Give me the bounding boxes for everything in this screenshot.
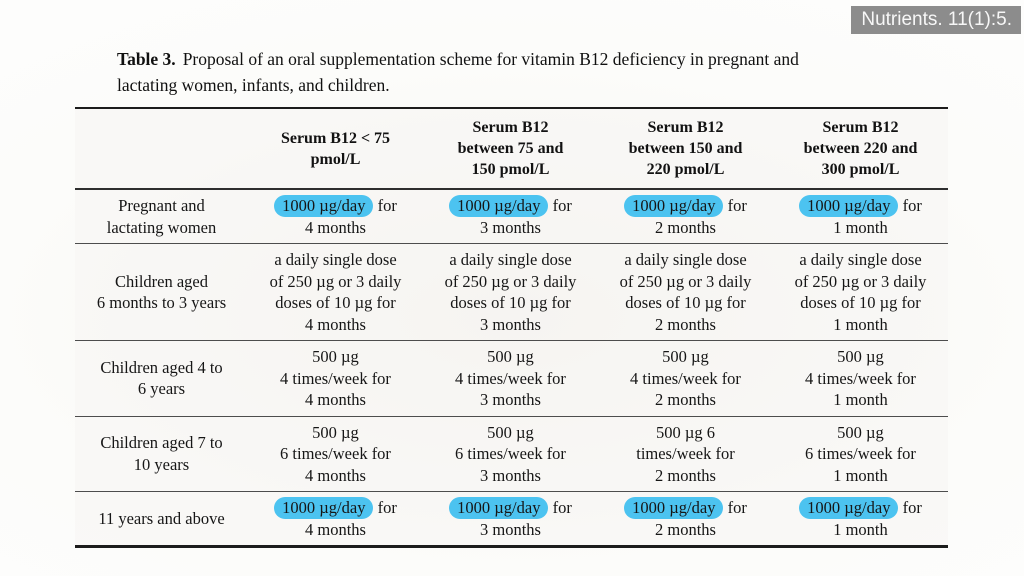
dose-cell: 500 µg 6 times/week for 4 months xyxy=(248,416,423,492)
dose-highlight: 1000 µg/day xyxy=(274,497,374,519)
dose-cell: 1000 µg/day for 2 months xyxy=(598,492,773,547)
table-caption: Table 3. Proposal of an oral supplementat… xyxy=(117,46,917,98)
journal-citation-badge: Nutrients. 11(1):5. xyxy=(851,6,1021,34)
dose-cell: 1000 µg/day for 2 months xyxy=(598,189,773,244)
table-row: Pregnant and lactating women 1000 µg/day … xyxy=(75,189,948,244)
table-row: Children aged 7 to 10 years 500 µg 6 time… xyxy=(75,416,948,492)
table-row: Children aged 4 to 6 years 500 µg 4 times… xyxy=(75,340,948,417)
row-label-cell: Children aged 4 to 6 years xyxy=(75,340,248,417)
dose-highlight: 1000 µg/day xyxy=(799,497,899,519)
dose-cell: 1000 µg/day for 3 months xyxy=(423,189,598,244)
row-label-cell: Pregnant and lactating women xyxy=(75,189,248,244)
table-row: 11 years and above 1000 µg/day for 4 mont… xyxy=(75,492,948,547)
table-header-row: Serum B12 < 75 pmol/L Serum B12 between … xyxy=(75,108,948,190)
dose-cell: a daily single dose of 250 µg or 3 daily… xyxy=(248,243,423,341)
header-cell-serum-lt-75: Serum B12 < 75 pmol/L xyxy=(248,108,423,190)
supplementation-table: Serum B12 < 75 pmol/L Serum B12 between … xyxy=(75,107,948,548)
table-caption-text: Proposal of an oral supplementation sche… xyxy=(117,49,799,95)
row-label-cell: Children aged 7 to 10 years xyxy=(75,416,248,492)
dose-cell: 500 µg 4 times/week for 2 months xyxy=(598,340,773,417)
header-cell-serum-150-220: Serum B12 between 150 and 220 pmol/L xyxy=(598,108,773,190)
row-label-cell: 11 years and above xyxy=(98,508,225,528)
dose-cell: 1000 µg/day for 4 months xyxy=(248,189,423,244)
dose-cell: 500 µg 4 times/week for 1 month xyxy=(773,340,948,417)
dose-cell: 500 µg 4 times/week for 3 months xyxy=(423,340,598,417)
dose-cell: 500 µg 6 times/week for 2 months xyxy=(598,416,773,492)
dose-cell: 500 µg 6 times/week for 3 months xyxy=(423,416,598,492)
header-cell-blank xyxy=(75,108,248,190)
dose-cell: 500 µg 4 times/week for 4 months xyxy=(248,340,423,417)
dose-cell: 1000 µg/day for 3 months xyxy=(423,492,598,547)
dose-highlight: 1000 µg/day xyxy=(274,195,374,217)
dose-cell: a daily single dose of 250 µg or 3 daily… xyxy=(773,243,948,341)
header-cell-serum-220-300: Serum B12 between 220 and 300 pmol/L xyxy=(773,108,948,190)
table-header: Serum B12 < 75 pmol/L Serum B12 between … xyxy=(75,108,948,190)
dose-cell: 500 µg 6 times/week for 1 month xyxy=(773,416,948,492)
dose-cell: a daily single dose of 250 µg or 3 daily… xyxy=(423,243,598,341)
dose-cell: 1000 µg/day for 1 month xyxy=(773,492,948,547)
table-body: Pregnant and lactating women 1000 µg/day … xyxy=(75,189,948,547)
dose-cell: 1000 µg/day for 4 months xyxy=(248,492,423,547)
dose-cell: a daily single dose of 250 µg or 3 daily… xyxy=(598,243,773,341)
dose-highlight: 1000 µg/day xyxy=(624,497,724,519)
dose-highlight: 1000 µg/day xyxy=(449,497,549,519)
table-row: Children aged 6 months to 3 years a daily… xyxy=(75,243,948,341)
dose-highlight: 1000 µg/day xyxy=(799,195,899,217)
dose-cell: 1000 µg/day for 1 month xyxy=(773,189,948,244)
dose-highlight: 1000 µg/day xyxy=(449,195,549,217)
table-caption-number: Table 3. xyxy=(117,49,176,69)
header-cell-serum-75-150: Serum B12 between 75 and 150 pmol/L xyxy=(423,108,598,190)
row-label-cell: Children aged 6 months to 3 years xyxy=(75,243,248,341)
dose-highlight: 1000 µg/day xyxy=(624,195,724,217)
